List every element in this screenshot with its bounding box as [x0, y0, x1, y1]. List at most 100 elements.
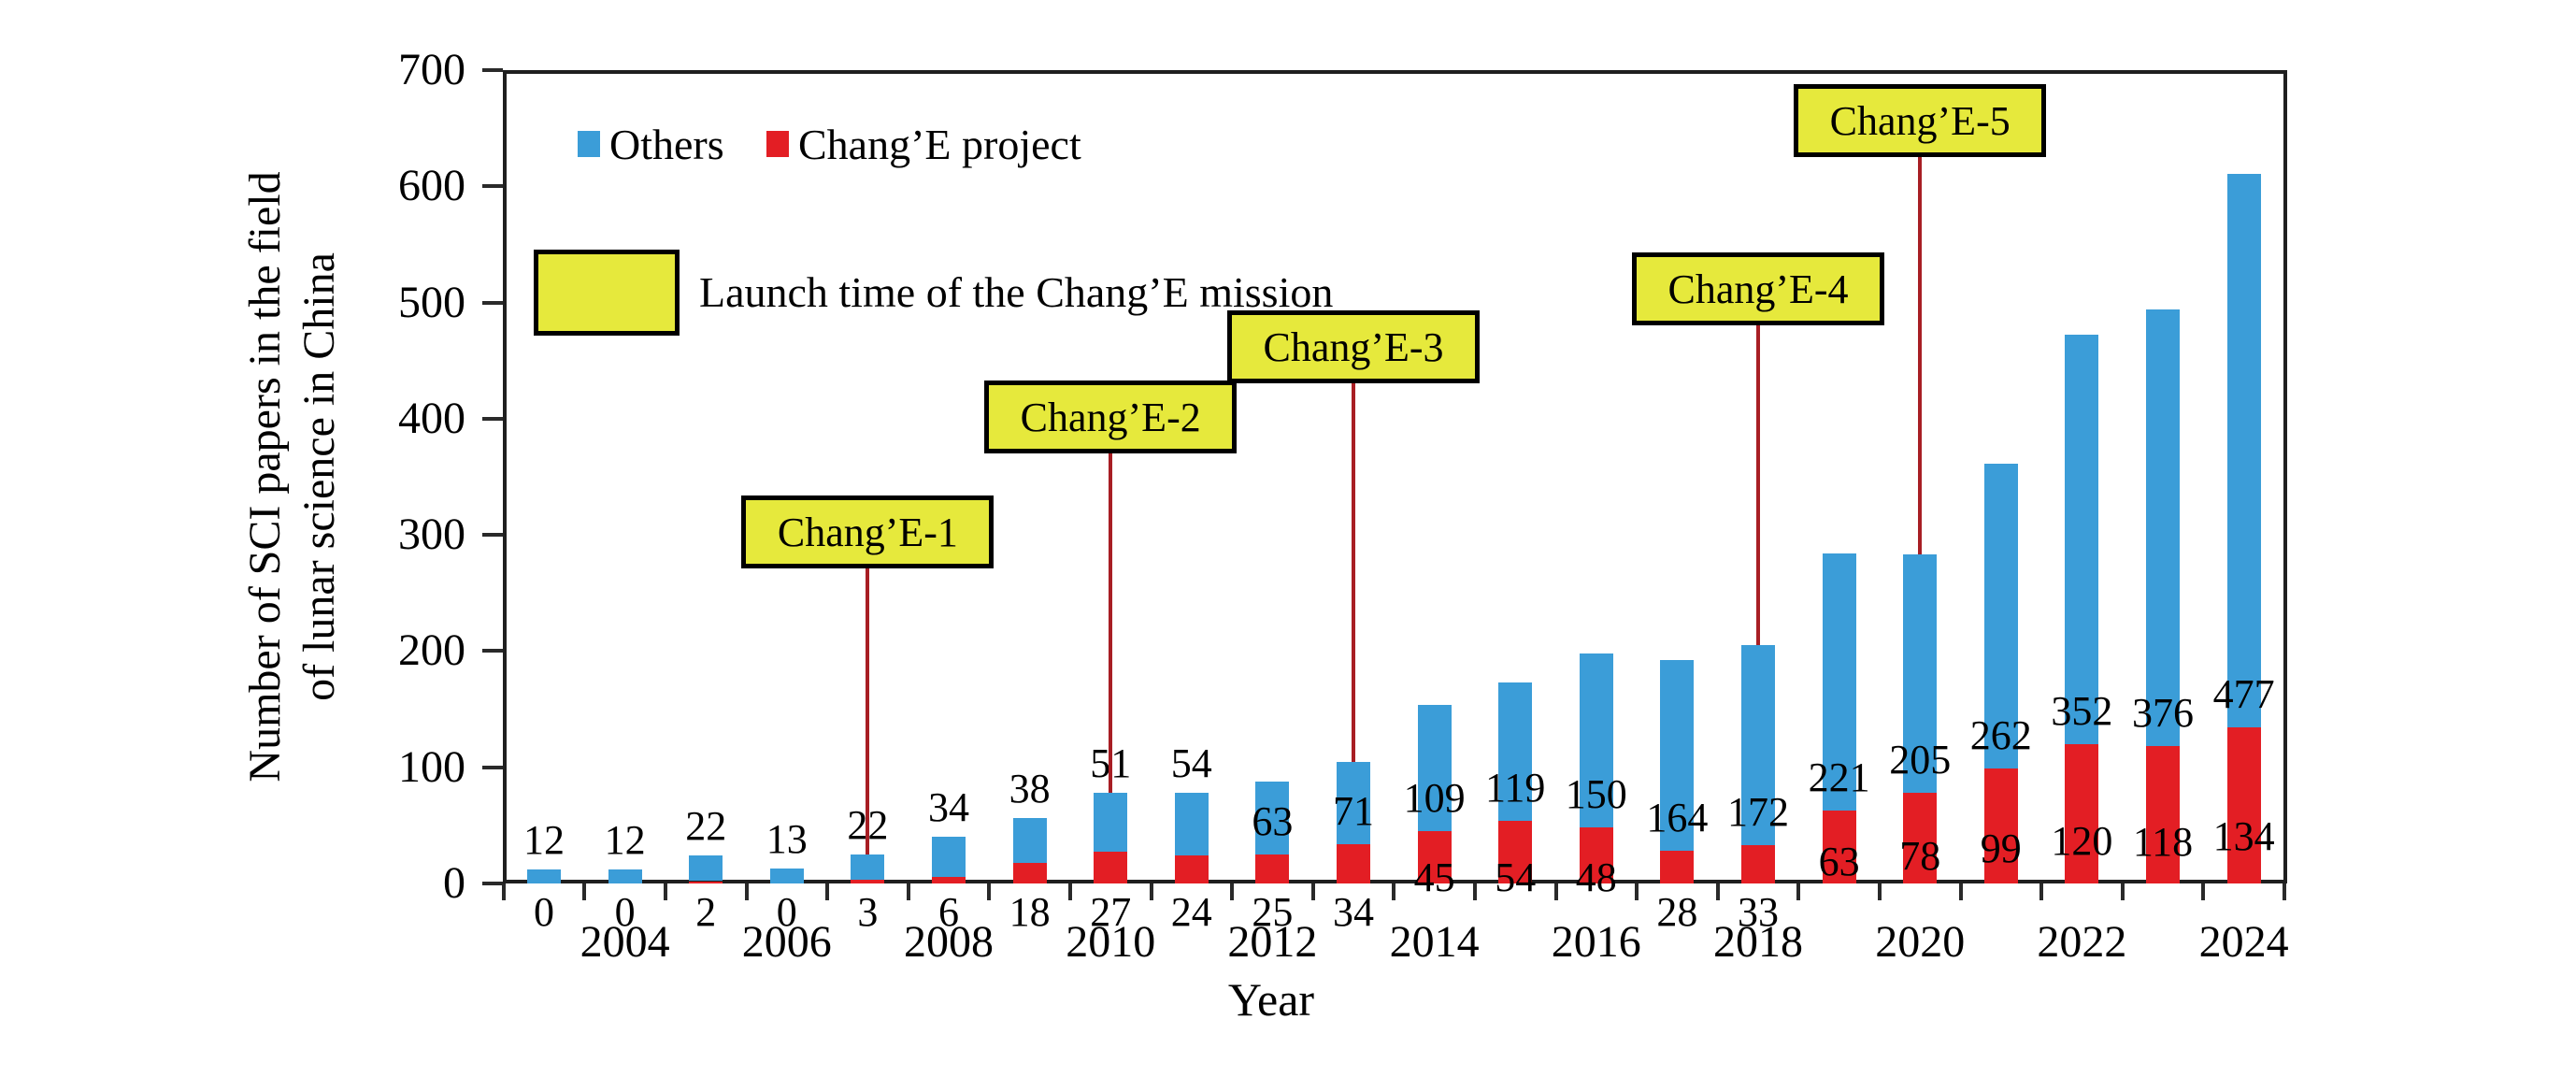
bar-change-segment[interactable] [1094, 852, 1128, 883]
bar-change-segment[interactable] [1579, 827, 1613, 883]
bar-change-segment[interactable] [1822, 810, 1856, 883]
bar-others-segment[interactable] [1012, 818, 1047, 863]
change-value-label: 54 [1495, 854, 1537, 900]
others-value-label: 38 [1009, 766, 1051, 812]
others-value-label: 164 [1646, 795, 1709, 841]
others-value-label: 13 [766, 815, 808, 862]
launch-time-legend-label: Launch time of the Chang’E mission [699, 268, 1334, 316]
annotation-box: Chang’E-5 [1794, 84, 2047, 157]
x-axis-tick-label: 2006 [741, 917, 832, 967]
bar-change-segment[interactable] [2226, 727, 2261, 883]
bar-change-segment[interactable] [1417, 831, 1452, 883]
change-value-label: 120 [2051, 818, 2113, 865]
bar-others-segment[interactable] [2065, 335, 2099, 744]
bar-change-segment[interactable] [932, 876, 966, 883]
others-value-label: 34 [928, 784, 969, 831]
bar-others-segment[interactable] [1579, 653, 1613, 828]
bar-others-segment[interactable] [1741, 645, 1775, 845]
x-axis-tick-label: 2020 [1875, 917, 1966, 967]
bar-change-segment[interactable] [689, 881, 723, 883]
bar-others-segment[interactable] [1903, 554, 1938, 794]
others-value-label: 172 [1727, 788, 1789, 835]
x-axis-tick-label: 2008 [904, 917, 994, 967]
y-axis-tick [482, 68, 503, 72]
bar-others-segment[interactable] [932, 837, 966, 877]
bar-others-segment[interactable] [769, 868, 804, 883]
x-axis-tick [663, 883, 667, 900]
y-axis-tick-label: 0 [443, 858, 465, 908]
bar-change-segment[interactable] [1741, 844, 1775, 883]
bar-change-segment[interactable] [2146, 746, 2180, 883]
bar-others-segment[interactable] [1660, 660, 1695, 852]
y-axis-title-line2: of lunar science in China [294, 252, 344, 701]
bar-others-segment[interactable] [527, 869, 561, 883]
x-axis-tick [2120, 883, 2125, 900]
change-value-label: 34 [1333, 889, 1374, 935]
others-value-label: 54 [1170, 740, 1212, 787]
plot-area-border [503, 70, 2287, 883]
bar-others-segment[interactable] [1094, 793, 1128, 853]
change-value-label: 28 [1656, 889, 1698, 935]
others-value-label: 150 [1565, 771, 1627, 818]
bar-change-segment[interactable] [1903, 793, 1938, 883]
bar-others-segment[interactable] [1174, 793, 1209, 856]
annotation-box: Chang’E-1 [741, 495, 995, 568]
others-value-label: 109 [1403, 775, 1466, 822]
y-axis-tick [482, 184, 503, 189]
others-value-label: 12 [523, 817, 565, 864]
bar-others-segment[interactable] [1822, 553, 1856, 811]
change-value-label: 45 [1413, 854, 1455, 900]
annotation-box: Chang’E-2 [984, 381, 1238, 453]
change-value-label: 134 [2212, 813, 2275, 860]
y-axis-tick [482, 300, 503, 305]
others-value-label: 22 [685, 803, 727, 850]
y-axis-tick [482, 416, 503, 421]
change-value-label: 33 [1738, 889, 1779, 935]
bar-change-segment[interactable] [851, 880, 885, 883]
bar-change-segment[interactable] [1255, 854, 1290, 883]
change-value-label: 2 [695, 889, 717, 935]
bar-change-segment[interactable] [1337, 843, 1370, 883]
change-value-label: 99 [1980, 826, 2022, 872]
y-axis-tick-label: 500 [398, 277, 465, 327]
bar-change-segment[interactable] [1983, 768, 2018, 883]
bar-change-segment[interactable] [2065, 743, 2099, 883]
bar-others-segment[interactable] [1337, 761, 1370, 844]
bar-others-segment[interactable] [2226, 173, 2261, 728]
y-axis-tick [482, 533, 503, 538]
bar-others-segment[interactable] [1498, 682, 1533, 821]
bar-others-segment[interactable] [1255, 781, 1290, 854]
y-axis-tick-label: 400 [398, 393, 465, 443]
change-value-label: 0 [534, 889, 554, 935]
others-value-label: 352 [2051, 687, 2113, 734]
x-axis-tick [1715, 883, 1720, 900]
bar-others-segment[interactable] [608, 869, 642, 883]
annotation-box: Chang’E-3 [1227, 310, 1480, 383]
annotation-line [1109, 450, 1113, 794]
legend-others-swatch [578, 131, 600, 157]
y-axis-tick-label: 200 [398, 625, 465, 676]
bar-change-segment[interactable] [1498, 820, 1533, 883]
bar-others-segment[interactable] [1417, 704, 1452, 832]
legend-others-label: Others [609, 121, 724, 168]
bar-change-segment[interactable] [1174, 855, 1209, 883]
y-axis-tick-label: 700 [398, 45, 465, 94]
y-axis-tick-label: 300 [398, 510, 465, 560]
bar-change-segment[interactable] [1012, 862, 1047, 883]
change-value-label: 3 [857, 889, 879, 935]
change-value-label: 0 [614, 889, 636, 935]
others-value-label: 63 [1252, 797, 1294, 844]
x-axis-tick [1877, 883, 1882, 900]
x-axis-tick-label: 2022 [2037, 917, 2127, 967]
bar-others-segment[interactable] [2146, 309, 2180, 747]
annotation-line [1756, 322, 1760, 646]
x-axis-tick-label: 2018 [1713, 917, 1803, 967]
bar-others-segment[interactable] [851, 854, 885, 881]
annotation-line [866, 565, 870, 854]
bar-change-segment[interactable] [1660, 851, 1695, 883]
bar-others-segment[interactable] [1983, 464, 2018, 768]
x-axis-tick [1958, 883, 1963, 900]
x-axis-tick [501, 883, 506, 900]
bar-others-segment[interactable] [689, 855, 723, 882]
